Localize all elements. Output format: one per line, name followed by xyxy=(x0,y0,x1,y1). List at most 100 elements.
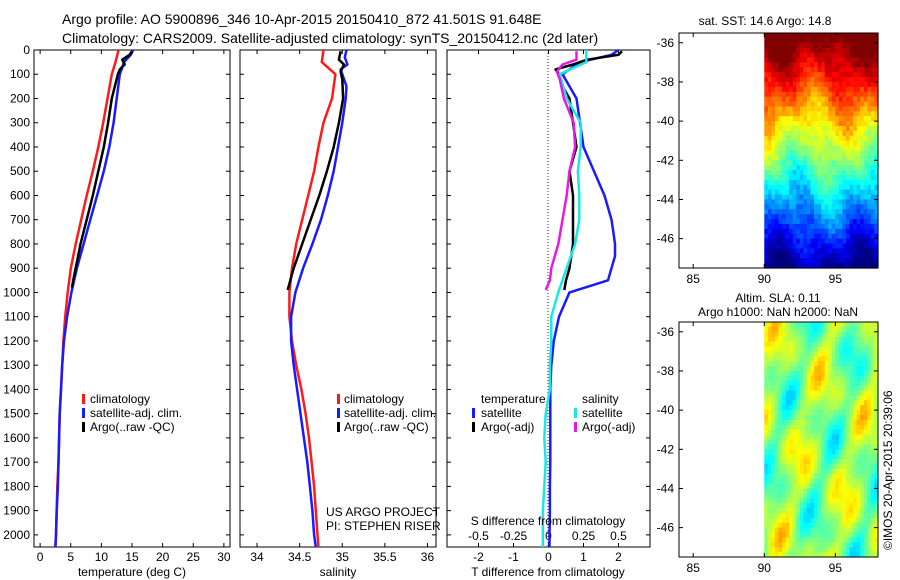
heatmap-cell xyxy=(856,204,861,210)
sla-map-lon-ticks: 85 90 95 xyxy=(687,322,842,575)
heatmap-cell xyxy=(764,219,769,225)
heatmap-cell xyxy=(803,130,808,137)
heatmap-cell xyxy=(771,214,776,220)
heatmap-cell xyxy=(870,174,876,181)
heatmap-cell xyxy=(767,331,772,338)
heatmap-cell xyxy=(863,263,868,269)
heatmap-cell xyxy=(849,135,854,142)
heatmap-cell xyxy=(824,488,829,494)
heatmap-cell xyxy=(856,174,861,181)
heatmap-cell xyxy=(799,243,804,250)
heatmap-cell xyxy=(835,322,840,328)
heatmap-cell xyxy=(799,439,804,445)
heatmap-cell xyxy=(867,219,872,225)
heatmap-cell xyxy=(771,405,776,411)
heatmap-cell xyxy=(870,209,876,215)
heatmap-cell xyxy=(842,361,847,367)
heatmap-cell xyxy=(799,351,804,357)
heatmap-cell xyxy=(824,253,829,259)
heatmap-cell xyxy=(831,150,836,156)
heatmap-cell xyxy=(764,77,769,83)
heatmap-cell xyxy=(874,233,879,240)
heatmap-cell xyxy=(849,52,854,59)
heatmap-cell xyxy=(828,209,833,215)
heatmap-cell xyxy=(778,444,783,450)
heatmap-cell xyxy=(863,67,868,73)
heatmap-cell xyxy=(849,223,854,230)
heatmap-cell xyxy=(774,424,780,431)
heatmap-cell xyxy=(856,547,861,553)
heatmap-cell xyxy=(838,547,844,553)
heatmap-cell xyxy=(782,346,787,352)
heatmap-cell xyxy=(799,189,804,196)
heatmap-cell xyxy=(799,111,804,117)
heatmap-cell xyxy=(796,77,801,83)
heatmap-cell xyxy=(853,140,858,147)
heatmap-cell xyxy=(806,238,812,245)
heatmap-cell xyxy=(782,483,787,490)
heatmap-cell xyxy=(821,473,826,480)
heatmap-cell xyxy=(785,160,790,166)
heatmap-cell xyxy=(846,145,851,152)
heatmap-cell xyxy=(782,140,787,147)
heatmap-cell xyxy=(782,547,787,553)
heatmap-cell xyxy=(842,473,847,480)
heatmap-cell xyxy=(853,233,858,240)
heatmap-cell xyxy=(870,336,876,343)
heatmap-cell xyxy=(774,326,780,333)
heatmap-cell xyxy=(803,214,808,220)
heatmap-cell xyxy=(838,419,844,426)
heatmap-cell xyxy=(817,341,822,348)
heatmap-cell xyxy=(774,121,780,127)
heatmap-cell xyxy=(828,488,833,494)
heatmap-cell xyxy=(764,361,769,367)
heatmap-cell xyxy=(771,170,776,176)
heatmap-cell xyxy=(831,542,836,548)
heatmap-cell xyxy=(838,209,844,215)
heatmap-cell xyxy=(824,439,829,445)
heatmap-cell xyxy=(814,498,819,504)
heatmap-cell xyxy=(867,517,872,524)
heatmap-cell xyxy=(831,439,836,445)
heatmap-cell xyxy=(767,72,772,78)
heatmap-cell xyxy=(771,194,776,201)
heatmap-cell xyxy=(767,419,772,426)
depth-tick-label: 800 xyxy=(10,237,30,251)
heatmap-cell xyxy=(806,478,812,485)
heatmap-cell xyxy=(806,370,812,377)
heatmap-cell xyxy=(803,77,808,83)
heatmap-cell xyxy=(810,126,815,132)
heatmap-cell xyxy=(838,67,844,73)
heatmap-cell xyxy=(796,179,801,186)
heatmap-cell xyxy=(771,395,776,401)
heatmap-cell xyxy=(842,356,847,362)
heatmap-cell xyxy=(789,135,794,142)
heatmap-cell xyxy=(774,498,780,504)
heatmap-cell xyxy=(817,189,822,196)
heatmap-cell xyxy=(828,223,833,230)
heatmap-cell xyxy=(835,390,840,397)
heatmap-cell xyxy=(856,351,861,357)
heatmap-cell xyxy=(828,508,833,514)
heatmap-cell xyxy=(874,209,879,215)
heatmap-cell xyxy=(789,184,794,191)
heatmap-cell xyxy=(853,214,858,220)
heatmap-cell xyxy=(874,336,879,343)
heatmap-cell xyxy=(778,322,783,328)
lat-tick-label: -36 xyxy=(657,36,675,50)
heatmap-cell xyxy=(842,106,847,112)
heatmap-cell xyxy=(824,101,829,108)
heatmap-cell xyxy=(856,145,861,152)
heatmap-cell xyxy=(838,106,844,112)
heatmap-cell xyxy=(853,101,858,108)
heatmap-cell xyxy=(849,346,854,352)
heatmap-cell xyxy=(767,336,772,343)
heatmap-cell xyxy=(806,449,812,455)
heatmap-cell xyxy=(846,91,851,98)
heatmap-cell xyxy=(821,429,826,436)
heatmap-cell xyxy=(856,375,861,382)
heatmap-cell xyxy=(771,145,776,152)
heatmap-cell xyxy=(853,33,858,39)
heatmap-cell xyxy=(803,375,808,382)
heatmap-cell xyxy=(835,356,840,362)
